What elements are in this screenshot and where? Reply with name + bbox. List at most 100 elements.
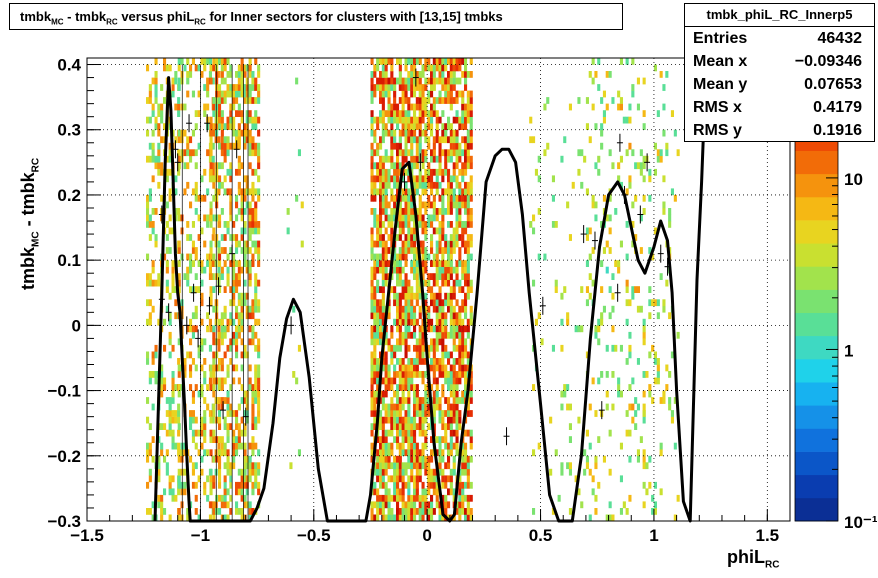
heatmap-cell (421, 266, 425, 274)
heatmap-cell (232, 429, 236, 437)
heatmap-cell (447, 423, 451, 430)
heatmap-cell (464, 77, 468, 85)
heatmap-cell (430, 129, 434, 137)
heatmap-cell (588, 273, 592, 280)
heatmap-cell (393, 318, 397, 326)
heatmap-cell (449, 84, 453, 91)
heatmap-cell (605, 371, 609, 378)
heatmap-cell (665, 279, 669, 287)
heatmap-cell (208, 266, 212, 274)
heatmap-cell (662, 129, 666, 137)
heatmap-cell (407, 358, 411, 365)
heatmap-cell (449, 129, 453, 137)
heatmap-cell (148, 273, 152, 280)
heatmap-cell (243, 208, 247, 215)
heatmap-cell (418, 455, 422, 463)
heatmap-cell (441, 436, 445, 443)
heatmap-cell (639, 305, 643, 313)
heatmap-cell (209, 436, 213, 443)
heatmap-cell (226, 364, 230, 372)
heatmap-cell (186, 142, 190, 150)
heatmap-cell (376, 286, 380, 293)
heatmap-cell (245, 292, 249, 300)
heatmap-cell (398, 462, 402, 470)
heatmap-cell (594, 455, 598, 463)
heatmap-cell (404, 436, 408, 443)
heatmap-cell (401, 397, 405, 404)
heatmap-cell (427, 397, 431, 404)
heatmap-cell (404, 371, 408, 378)
heatmap-cell (384, 449, 388, 457)
heatmap-cell (212, 351, 216, 359)
heatmap-cell (404, 292, 408, 300)
heatmap-cell (379, 168, 383, 176)
heatmap-cell (160, 110, 164, 117)
heatmap-cell (376, 77, 380, 85)
heatmap-cell (165, 266, 169, 274)
heatmap-cell (220, 397, 224, 404)
heatmap-cell (560, 344, 564, 352)
heatmap-cell (452, 64, 456, 72)
heatmap-cell (171, 273, 175, 280)
palette-swatch (795, 312, 838, 337)
heatmap-cell (237, 64, 241, 72)
heatmap-cell (396, 279, 400, 287)
heatmap-cell (432, 292, 436, 300)
heatmap-cell (421, 103, 425, 111)
heatmap-cell (254, 208, 258, 215)
heatmap-cell (401, 481, 405, 489)
heatmap-cell (588, 442, 592, 450)
heatmap-cell (421, 240, 425, 248)
heatmap-cell (444, 279, 448, 287)
heatmap-cell (642, 449, 646, 457)
heatmap-cell (418, 84, 422, 91)
heatmap-cell (381, 299, 385, 307)
heatmap-cell (257, 260, 261, 267)
heatmap-cell (455, 358, 459, 365)
heatmap-cell (240, 299, 244, 307)
heatmap-cell (444, 292, 448, 300)
heatmap-cell (379, 449, 383, 457)
heatmap-cell (154, 116, 158, 124)
z-tick-label: 1 (844, 341, 853, 360)
heatmap-cell (438, 162, 442, 170)
heatmap-cell (217, 338, 221, 346)
heatmap-cell (444, 77, 448, 85)
heatmap-cell (245, 475, 249, 483)
heatmap-cell (390, 403, 394, 411)
heatmap-cell (209, 501, 213, 509)
heatmap-cell (430, 325, 434, 333)
heatmap-cell (165, 234, 169, 241)
heatmap-cell (254, 240, 258, 248)
heatmap-cell (370, 58, 374, 65)
heatmap-cell (200, 442, 204, 450)
heatmap-cell (212, 338, 216, 346)
heatmap-cell (235, 201, 239, 209)
heatmap-cell (404, 64, 408, 72)
heatmap-cell (449, 410, 453, 417)
heatmap-cell (438, 58, 442, 65)
title-sub-3: RC (194, 17, 206, 27)
heatmap-cell (160, 371, 164, 378)
heatmap-cell (625, 299, 629, 307)
heatmap-cell (597, 58, 601, 65)
heatmap-cell (177, 423, 181, 430)
heatmap-cell (594, 123, 598, 130)
heatmap-cell (396, 168, 400, 176)
heatmap-cell (631, 240, 635, 248)
heatmap-cell (146, 221, 150, 228)
heatmap-cell (373, 299, 377, 307)
heatmap-cell (676, 149, 680, 157)
heatmap-cell (404, 240, 408, 248)
heatmap-cell (636, 305, 640, 313)
heatmap-cell (209, 136, 213, 144)
heatmap-cell (398, 64, 402, 72)
heatmap-cell (458, 77, 462, 85)
heatmap-cell (237, 481, 241, 489)
y-tick-label: −0.2 (47, 447, 81, 466)
heatmap-cell (532, 384, 536, 391)
heatmap-cell (381, 481, 385, 489)
heatmap-cell (469, 279, 473, 287)
heatmap-cell (297, 449, 301, 457)
heatmap-cell (656, 312, 660, 320)
